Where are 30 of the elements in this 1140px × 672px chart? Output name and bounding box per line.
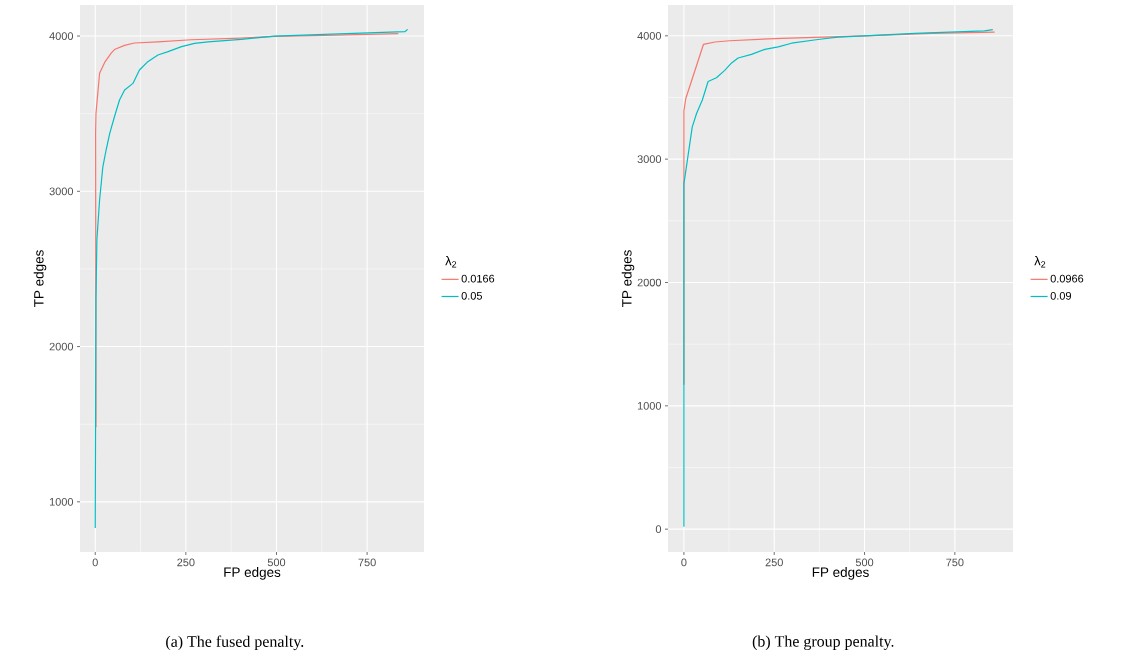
y-tick-label: 2000	[637, 278, 662, 287]
x-tick-label: 250	[765, 558, 783, 567]
legend-label: 0.0166	[461, 274, 495, 283]
legend-title: λ$_{2}$	[1034, 255, 1046, 268]
x-tick-label: 500	[855, 558, 874, 567]
x-axis-title: FP edges	[812, 567, 869, 580]
x-tick-label: 750	[358, 558, 376, 567]
y-axis-title: TP edges	[621, 250, 635, 307]
x-axis-title: FP edges	[224, 567, 281, 580]
legend-label: 0.0966	[1050, 274, 1084, 283]
legend-label: 0.05	[461, 291, 483, 300]
y-tick-label: 1000	[49, 497, 74, 506]
legend-label: 0.09	[1050, 291, 1072, 300]
x-tick-label: 750	[946, 558, 964, 567]
text: (b) The group penalty.	[752, 635, 894, 650]
y-tick-label: 2000	[49, 342, 74, 351]
x-tick-label: 250	[177, 558, 195, 567]
y-tick-label: 3000	[637, 155, 662, 164]
x-tick-label: 500	[267, 558, 286, 567]
y-tick-label: 4000	[637, 31, 662, 40]
y-axis-title: TP edges	[33, 250, 47, 307]
y-tick-label: 4000	[49, 32, 74, 40]
y-tick-label: 1000	[637, 401, 662, 410]
y-tick-label: 0	[655, 525, 662, 534]
x-tick-label: 0	[681, 558, 687, 567]
x-tick-label: 0	[92, 558, 98, 567]
legend-title: λ$_{2}$	[445, 255, 457, 268]
text: (a) The fused penalty.	[166, 635, 304, 651]
line-series	[683, 29, 994, 528]
y-tick-label: 3000	[49, 187, 74, 196]
